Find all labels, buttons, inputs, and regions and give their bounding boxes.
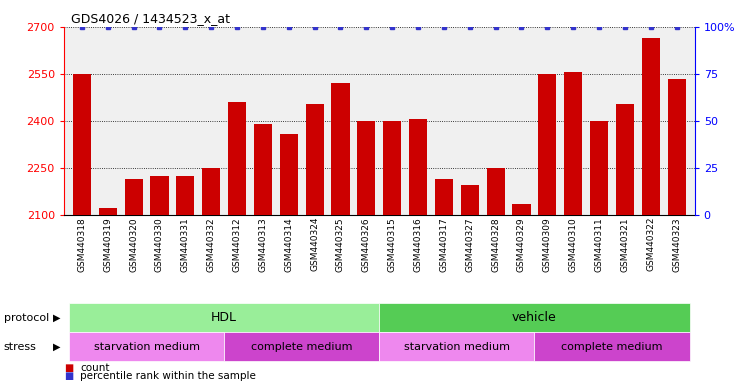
Text: GSM440321: GSM440321 — [620, 217, 629, 271]
Text: HDL: HDL — [211, 311, 237, 324]
Text: GSM440310: GSM440310 — [569, 217, 578, 272]
Text: ■: ■ — [64, 363, 73, 373]
Bar — [228, 102, 246, 215]
Bar — [150, 176, 168, 215]
Text: GSM440318: GSM440318 — [77, 217, 86, 272]
Text: GSM440330: GSM440330 — [155, 217, 164, 272]
Text: stress: stress — [4, 341, 37, 352]
Bar — [460, 185, 479, 215]
Text: GSM440328: GSM440328 — [491, 217, 500, 271]
Text: ■: ■ — [64, 371, 73, 381]
Text: GSM440315: GSM440315 — [388, 217, 397, 272]
Bar — [73, 74, 91, 215]
Text: GSM440332: GSM440332 — [207, 217, 216, 271]
Bar — [202, 168, 220, 215]
Bar — [487, 168, 505, 215]
Text: ▶: ▶ — [53, 341, 60, 352]
Text: GSM440331: GSM440331 — [181, 217, 190, 272]
Bar — [357, 121, 376, 215]
Text: complete medium: complete medium — [251, 341, 352, 352]
Bar — [641, 38, 660, 215]
Text: GSM440323: GSM440323 — [672, 217, 681, 271]
Text: starvation medium: starvation medium — [94, 341, 200, 352]
Bar — [306, 104, 324, 215]
Bar — [616, 104, 634, 215]
Text: count: count — [80, 363, 110, 373]
Text: GSM440324: GSM440324 — [310, 217, 319, 271]
Text: GSM440326: GSM440326 — [362, 217, 371, 271]
Bar — [409, 119, 427, 215]
Bar — [383, 121, 401, 215]
Text: GSM440329: GSM440329 — [517, 217, 526, 271]
Bar — [590, 121, 608, 215]
Bar — [98, 208, 117, 215]
Text: GSM440322: GSM440322 — [646, 217, 655, 271]
Text: GSM440312: GSM440312 — [233, 217, 242, 271]
Text: percentile rank within the sample: percentile rank within the sample — [80, 371, 256, 381]
Text: complete medium: complete medium — [561, 341, 662, 352]
Text: vehicle: vehicle — [512, 311, 556, 324]
Bar — [279, 134, 298, 215]
Text: GSM440311: GSM440311 — [595, 217, 604, 272]
Text: ▶: ▶ — [53, 313, 60, 323]
Text: GSM440319: GSM440319 — [104, 217, 113, 272]
Bar — [538, 74, 556, 215]
Bar — [668, 79, 686, 215]
Text: GSM440309: GSM440309 — [543, 217, 552, 272]
Bar — [331, 83, 349, 215]
Text: GSM440327: GSM440327 — [465, 217, 474, 271]
Bar — [254, 124, 272, 215]
Text: GSM440325: GSM440325 — [336, 217, 345, 271]
Text: starvation medium: starvation medium — [404, 341, 510, 352]
Text: GSM440314: GSM440314 — [285, 217, 294, 271]
Text: GDS4026 / 1434523_x_at: GDS4026 / 1434523_x_at — [71, 12, 231, 25]
Bar — [125, 179, 143, 215]
Text: protocol: protocol — [4, 313, 49, 323]
Bar — [512, 204, 530, 215]
Bar — [435, 179, 453, 215]
Text: GSM440313: GSM440313 — [258, 217, 267, 272]
Text: GSM440320: GSM440320 — [129, 217, 138, 271]
Bar — [564, 72, 582, 215]
Text: GSM440316: GSM440316 — [414, 217, 423, 272]
Text: GSM440317: GSM440317 — [439, 217, 448, 272]
Bar — [176, 176, 195, 215]
